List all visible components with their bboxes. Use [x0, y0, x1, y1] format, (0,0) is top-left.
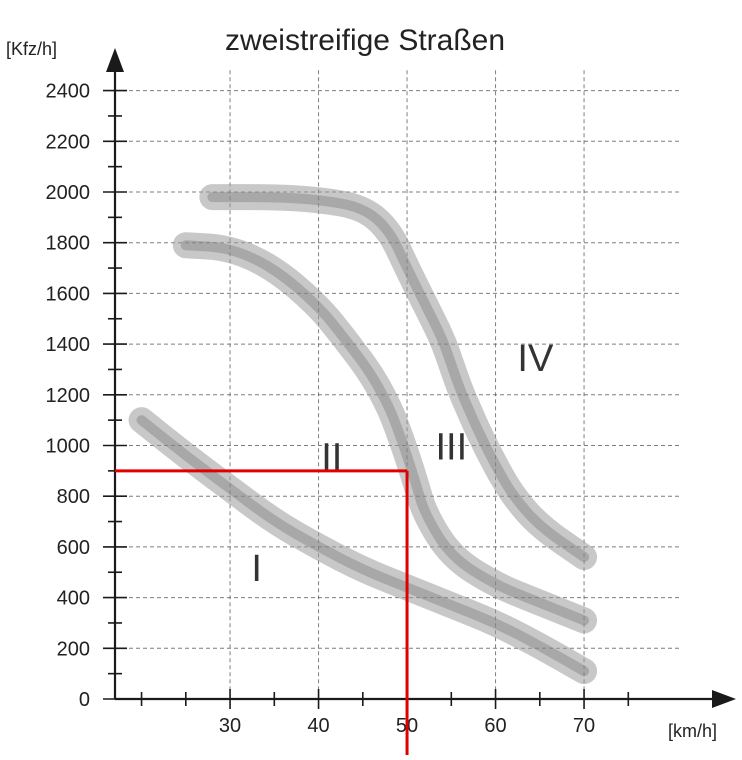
x-tick-label: 60 [484, 715, 506, 737]
curve-core-1 [136, 415, 590, 677]
chart-title: zweistreifige Straßen [225, 24, 505, 57]
region-label: IV [517, 338, 554, 380]
x-tick-label: 40 [307, 715, 329, 737]
y-tick-label: 400 [57, 588, 90, 610]
curve-bands [128, 184, 598, 685]
y-tick-label: 1200 [46, 385, 91, 407]
y-tick-label: 800 [57, 486, 90, 508]
curve-band-2 [172, 232, 598, 634]
y-axis-label: [Kfz/h] [6, 39, 57, 59]
y-tick-label: 0 [79, 689, 90, 711]
axes [106, 48, 736, 708]
grid [115, 70, 680, 699]
x-tick-label: 30 [219, 715, 241, 737]
curve-band-1 [128, 407, 598, 685]
y-tick-label: 200 [57, 638, 90, 660]
region-label: I [251, 548, 262, 590]
ticks: 0 200 400 600 800 1000 1200 1400 1600 1800 2000 220… [46, 81, 630, 737]
y-axis-arrow [106, 48, 124, 72]
region-label: III [435, 427, 467, 469]
y-tick-label: 1800 [46, 233, 91, 255]
y-tick-label: 1000 [46, 436, 91, 458]
curve-band-3 [199, 184, 598, 571]
curve-core-3 [207, 192, 590, 563]
y-tick-label: 600 [57, 537, 90, 559]
x-axis-label: [km/h] [668, 721, 717, 741]
y-tick-label: 1400 [46, 334, 91, 356]
x-axis-arrow [712, 690, 736, 708]
y-tick-label: 1600 [46, 283, 91, 305]
x-tick-label: 70 [573, 715, 595, 737]
region-label: II [321, 437, 342, 479]
y-tick-label: 2200 [46, 131, 91, 153]
curve-core-2 [180, 240, 590, 626]
marker-lines [115, 469, 409, 755]
y-tick-label: 2000 [46, 182, 91, 204]
y-tick-label: 2400 [46, 81, 91, 103]
